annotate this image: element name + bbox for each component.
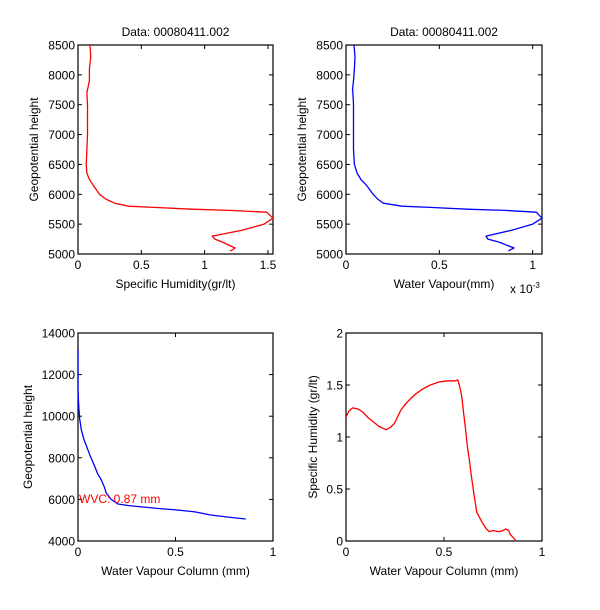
y-tick-label: 1 xyxy=(336,431,343,445)
axes-box xyxy=(77,44,274,255)
y-tick-label: 14000 xyxy=(42,327,76,341)
panel-water-vapour: Data: 00080411.002 0 0.5 1 5000 5500 6000 6500… xyxy=(295,25,543,296)
x-tick-label: 0.5 xyxy=(133,258,150,272)
x-axis-label: Water Vapour Column (mm) xyxy=(101,564,250,578)
x-tick-label: 1 xyxy=(270,545,277,559)
y-tick-label: 5000 xyxy=(316,248,343,262)
panel-specific-humidity: Data: 00080411.002 0 0.5 1 1.5 5000 5500 6000 6… xyxy=(27,25,277,291)
x-tick-label: 0.5 xyxy=(436,545,453,559)
y-tick-label: 0.5 xyxy=(326,483,343,497)
series-line-path xyxy=(351,44,543,252)
y-tick-label: 5500 xyxy=(48,218,75,232)
series-line-path xyxy=(77,349,246,520)
y-axis-label: Specific Humidity (gr/lt) xyxy=(306,375,320,498)
series-line xyxy=(77,349,246,520)
y-tick-label: 0 xyxy=(336,535,343,549)
y-tick-label: 10000 xyxy=(42,410,76,424)
chart-title: Data: 00080411.002 xyxy=(122,25,230,39)
y-tick-label: 5000 xyxy=(48,248,75,262)
y-axis-label: Geopotential height xyxy=(295,97,309,202)
x-tick-label: 0.5 xyxy=(167,545,184,559)
series-line-path xyxy=(85,44,274,252)
y-tick-label: 6500 xyxy=(48,158,75,172)
y-tick-label: 6000 xyxy=(316,188,343,202)
y-tick-label: 7500 xyxy=(316,98,343,112)
x-tick-label: 1 xyxy=(529,258,536,272)
y-axis-label: Geopotential height xyxy=(27,97,41,202)
y-axis-label: Geopotential height xyxy=(21,384,35,489)
x-tick-label: 0.5 xyxy=(431,258,448,272)
ticks: 0 0.5 1 1.5 5000 5500 6000 6500 7000 7500 8000 8500 xyxy=(48,39,276,273)
x-axis-label: Specific Humidity(gr/lt) xyxy=(115,277,235,291)
y-tick-label: 5500 xyxy=(316,218,343,232)
ticks: 0 0.5 1 0 0.5 1 1.5 2 xyxy=(326,327,545,560)
axes-box xyxy=(345,44,543,255)
series-line-path xyxy=(345,379,517,542)
axes-box xyxy=(345,332,543,542)
y-tick-label: 7000 xyxy=(48,128,75,142)
x-tick-label: 0 xyxy=(343,545,350,559)
y-tick-label: 6000 xyxy=(48,493,75,507)
y-tick-label: 1.5 xyxy=(326,379,343,393)
ticks: 0 0.5 1 5000 5500 6000 6500 7000 7500 8000 8500 xyxy=(316,39,542,272)
series-line xyxy=(85,44,274,252)
series-line xyxy=(351,44,543,252)
y-tick-label: 8000 xyxy=(48,68,75,82)
y-tick-label: 8000 xyxy=(48,451,75,465)
y-tick-label: 7000 xyxy=(316,128,343,142)
y-tick-label: 6000 xyxy=(48,188,75,202)
x-tick-label: 1.5 xyxy=(260,258,277,272)
y-tick-label: 7500 xyxy=(48,98,75,112)
y-tick-label: 12000 xyxy=(42,368,76,382)
x-axis-multiplier-exponent: -3 xyxy=(533,281,541,290)
y-tick-label: 2 xyxy=(336,327,343,341)
x-axis-multiplier: x 10-3 xyxy=(510,281,540,296)
series-line xyxy=(345,379,517,542)
chart-title: Data: 00080411.002 xyxy=(390,25,498,39)
x-axis-multiplier-base: x 10 xyxy=(510,282,533,296)
x-tick-label: 0 xyxy=(343,258,350,272)
y-tick-label: 8500 xyxy=(48,39,75,53)
y-tick-label: 6500 xyxy=(316,158,343,172)
panel-specific-humidity-vs-wvc: 0 0.5 100.511.52 Water Vapour Column (mm) … xyxy=(306,327,546,579)
axes-box xyxy=(77,332,274,542)
y-tick-label: 8000 xyxy=(316,68,343,82)
x-tick-label: 1 xyxy=(539,545,546,559)
x-axis-label: Water Vapour(mm) xyxy=(394,277,495,291)
x-tick-label: 0 xyxy=(75,545,82,559)
y-tick-label: 4000 xyxy=(48,535,75,549)
y-tick-label: 8500 xyxy=(316,39,343,53)
x-axis-label: Water Vapour Column (mm) xyxy=(370,564,519,578)
wvc-annotation: WVC: 0.87 mm xyxy=(79,492,160,506)
x-tick-label: 1 xyxy=(201,258,208,272)
x-tick-label: 0 xyxy=(75,258,82,272)
